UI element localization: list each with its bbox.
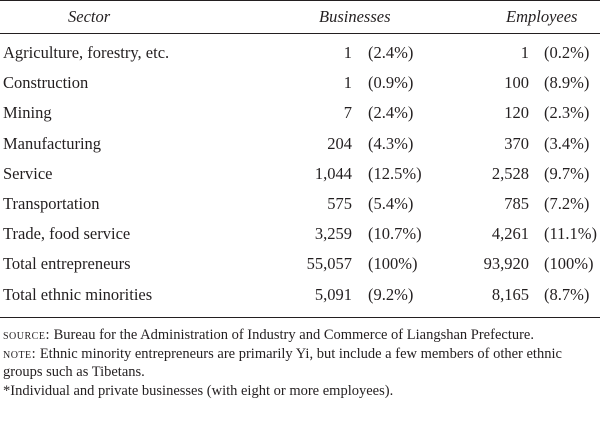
cell-businesses-percent: (12.5%) [368,163,422,183]
column-header-businesses: Businesses [319,7,391,26]
table-bottom-rule [0,317,600,318]
cell-sector: Total ethnic minorities [3,284,153,304]
cell-employees: 120 [504,103,529,123]
table-row: Total entrepreneurs 55,057 (100%) 93,920 (10… [0,249,600,279]
cell-employees-percent: (8.9%) [544,73,590,93]
cell-businesses: 5,091 [314,284,352,304]
cell-businesses-percent: (2.4%) [368,43,414,62]
cell-employees-percent: (3.4%) [544,133,590,153]
cell-employees: 4,261 [491,224,529,244]
cell-sector: Mining [3,103,52,123]
cell-employees-percent: (100%) [544,254,594,274]
cell-businesses: 1,044 [314,163,352,183]
note-label: NOTE: [3,345,37,362]
cell-employees: 8,165 [491,284,529,304]
cell-employees: 370 [504,133,529,153]
cell-employees-percent: (0.2%) [544,43,590,62]
table-row: Total ethnic minorities 5,091 (9.2%) 8,165 (… [0,280,600,310]
cell-sector: Service [3,163,53,183]
general-note: NOTE: Ethnic minority entrepreneurs are … [3,345,595,382]
cell-sector: Manufacturing [3,133,102,153]
footnote: *Individual and private businesses (with… [3,382,394,399]
cell-sector: Transportation [3,194,100,213]
table-row: Service 1,044 (12.5%) 2,528 (9.7%) [0,159,600,189]
cell-businesses-percent: (0.9%) [368,73,414,93]
cell-businesses-percent: (100%) [368,254,418,274]
column-header-employees: Employees [506,7,578,26]
cell-businesses: 204 [327,133,352,153]
cell-sector: Agriculture, forestry, etc. [3,43,170,62]
table-row: Manufacturing 204 (4.3%) 370 (3.4%) [0,129,600,159]
cell-employees: 785 [504,194,529,213]
cell-employees-percent: (8.7%) [544,284,590,304]
table-notes: SOURCE: Bureau for the Administration of… [3,326,595,400]
cell-businesses-percent: (4.3%) [368,133,414,153]
cell-employees: 93,920 [483,254,529,274]
header-rule [0,33,600,34]
table-row: Transportation 575 (5.4%) 785 (7.2%) [0,189,600,219]
cell-sector: Total entrepreneurs [3,254,131,274]
cell-employees-percent: (2.3%) [544,103,590,123]
table-row: Agriculture, forestry, etc. 1 (2.4%) 1 (0.2%… [0,38,600,68]
cell-employees: 1 [520,43,529,62]
cell-employees: 2,528 [491,163,529,183]
cell-businesses: 1 [343,43,352,62]
table-row: Mining 7 (2.4%) 120 (2.3%) [0,98,600,128]
cell-businesses: 1 [343,73,352,93]
note-text: Ethnic minority entrepreneurs are primar… [3,345,562,381]
cell-businesses-percent: (9.2%) [368,284,414,304]
cell-employees-percent: (11.1%) [544,224,597,244]
table-top-rule [0,0,600,1]
cell-businesses: 575 [327,194,352,213]
cell-employees-percent: (7.2%) [544,194,590,213]
cell-employees-percent: (9.7%) [544,163,590,183]
source-note: SOURCE: Bureau for the Administration of… [3,326,595,345]
cell-sector: Trade, food service [3,224,131,244]
cell-businesses: 7 [343,103,352,123]
cell-businesses-percent: (5.4%) [368,194,414,213]
cell-businesses-percent: (10.7%) [368,224,422,244]
table-row: Construction 1 (0.9%) 100 (8.9%) [0,68,600,98]
source-label: SOURCE: [3,327,50,343]
cell-businesses: 3,259 [314,224,352,244]
cell-employees: 100 [504,73,529,93]
cell-businesses: 55,057 [306,254,352,274]
source-text: Bureau for the Administration of Industr… [49,327,534,343]
cell-sector: Construction [3,73,89,93]
table-row: Trade, food service 3,259 (10.7%) 4,261 (11.… [0,219,600,249]
cell-businesses-percent: (2.4%) [368,103,414,123]
column-header-sector: Sector [68,7,111,26]
